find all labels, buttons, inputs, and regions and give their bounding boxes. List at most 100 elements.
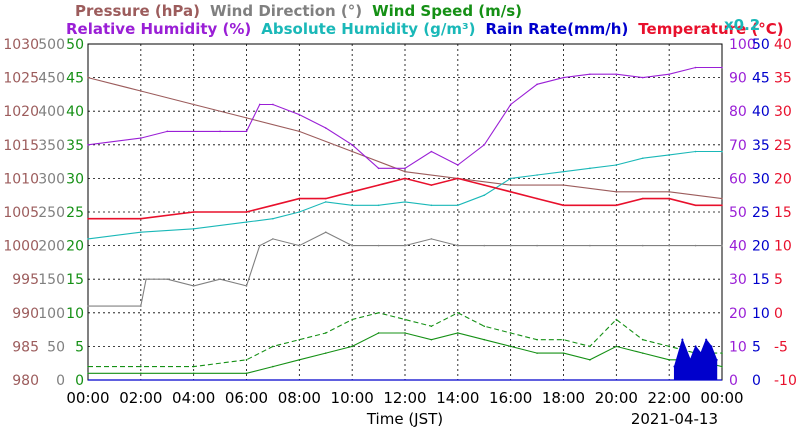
- series-point: [377, 184, 380, 186]
- series-point: [589, 204, 591, 207]
- series-point: [668, 73, 670, 76]
- wind-speed-tick-label: 50: [66, 37, 84, 53]
- series-point: [351, 191, 353, 193]
- series-point: [641, 352, 644, 354]
- series-point: [404, 177, 406, 180]
- series-point: [615, 244, 618, 247]
- wind-direction-tick-label: 100: [38, 306, 65, 322]
- series-point: [87, 305, 89, 307]
- wind-direction-tick-label: 400: [38, 104, 65, 120]
- temperature-tick-label: 40: [774, 37, 792, 53]
- series-point: [245, 285, 248, 287]
- humidity-tick-label: 20: [729, 306, 747, 322]
- rain-rate-tick-label: 15: [752, 272, 770, 288]
- legend-scale-note: x0.2: [724, 16, 760, 34]
- series-point: [536, 197, 538, 200]
- series-point: [721, 204, 723, 207]
- x-tick-label: 12:00: [383, 389, 426, 407]
- series-point: [258, 103, 261, 106]
- pressure-tick-label: 1000: [3, 239, 39, 255]
- series-point: [668, 244, 670, 247]
- series-point: [298, 211, 301, 213]
- legend-label: Absolute Humidity (g/m³): [261, 20, 475, 38]
- series-point: [509, 184, 512, 186]
- legend-label: Wind Direction (°): [210, 2, 362, 20]
- pressure-tick-label: 990: [12, 306, 39, 322]
- series-point: [721, 197, 723, 200]
- series-point: [377, 204, 380, 207]
- x-tick-label: 18:00: [542, 389, 585, 407]
- series-point: [457, 204, 459, 207]
- series-point: [430, 238, 433, 240]
- series-point: [298, 130, 301, 133]
- series-point: [145, 278, 147, 281]
- wind-speed-tick-label: 25: [66, 205, 84, 221]
- series-point: [694, 150, 697, 153]
- wind-speed-tick-label: 10: [66, 306, 84, 322]
- series-point: [298, 338, 301, 341]
- x-tick-label: 04:00: [172, 389, 215, 407]
- x-tick-label: 20:00: [595, 389, 638, 407]
- series-point: [298, 113, 301, 116]
- series-point: [457, 164, 459, 166]
- x-axis-label: Time (JST): [366, 410, 443, 428]
- series-point: [694, 66, 697, 69]
- series-point: [721, 365, 723, 368]
- rain-rate-point: [681, 338, 684, 341]
- temperature-tick-label: 35: [774, 71, 792, 87]
- series-point: [457, 312, 459, 314]
- wind-direction-tick-label: 300: [38, 171, 65, 187]
- rain-rate-tick-label: 30: [752, 171, 770, 187]
- series-point: [668, 345, 670, 348]
- wind-speed-tick-label: 40: [66, 104, 84, 120]
- wind-direction-tick-label: 50: [47, 339, 65, 355]
- series-point: [351, 318, 353, 321]
- series-point: [615, 73, 618, 76]
- series-point: [457, 244, 459, 247]
- wind-speed-tick-label: 5: [75, 339, 84, 355]
- series-point: [324, 352, 327, 354]
- series-point: [641, 338, 644, 341]
- series-point: [430, 204, 433, 207]
- series-point: [668, 154, 670, 156]
- series-point: [245, 359, 248, 361]
- wind-direction-tick-label: 250: [38, 205, 65, 221]
- series-point: [483, 194, 486, 196]
- series-point: [641, 157, 644, 160]
- series-point: [166, 130, 169, 133]
- series-point: [377, 332, 380, 334]
- absolute-humidity-g-m-line: [87, 150, 722, 240]
- series-point: [272, 217, 274, 220]
- humidity-tick-label: 90: [729, 71, 747, 87]
- series-point: [272, 204, 274, 207]
- series-point: [87, 76, 89, 79]
- rain-rate-tick-label: 5: [752, 339, 761, 355]
- series-point: [562, 338, 565, 341]
- wind-speed-m-s-line: [88, 332, 723, 374]
- series-point: [245, 221, 248, 223]
- series-point: [324, 201, 327, 203]
- series-point: [721, 352, 723, 354]
- series-point: [298, 244, 301, 247]
- pressure-tick-label: 985: [12, 339, 39, 355]
- temperature-tick-label: 20: [774, 171, 792, 187]
- wind-speed-tick-label: 45: [66, 71, 84, 87]
- x-tick-label: 16:00: [489, 389, 532, 407]
- series-point: [351, 345, 353, 348]
- series-point: [87, 144, 89, 146]
- wind-speed-tick-label: 20: [66, 239, 84, 255]
- series-point: [509, 191, 512, 193]
- temperature-tick-label: 25: [774, 138, 792, 154]
- temperature-tick-label: -5: [774, 339, 788, 355]
- series-point: [87, 372, 89, 375]
- x-tick-label: 06:00: [225, 389, 268, 407]
- series-point: [483, 325, 486, 328]
- series-point: [615, 204, 618, 207]
- wind-direction-tick-label: 150: [38, 272, 65, 288]
- wind-gust-m-s-line: [88, 312, 722, 368]
- temperature-c-line: [88, 177, 722, 220]
- series-point: [668, 191, 670, 193]
- series-point: [404, 170, 406, 173]
- rain-rate-point: [710, 345, 713, 348]
- wind-speed-tick-label: 35: [66, 138, 84, 154]
